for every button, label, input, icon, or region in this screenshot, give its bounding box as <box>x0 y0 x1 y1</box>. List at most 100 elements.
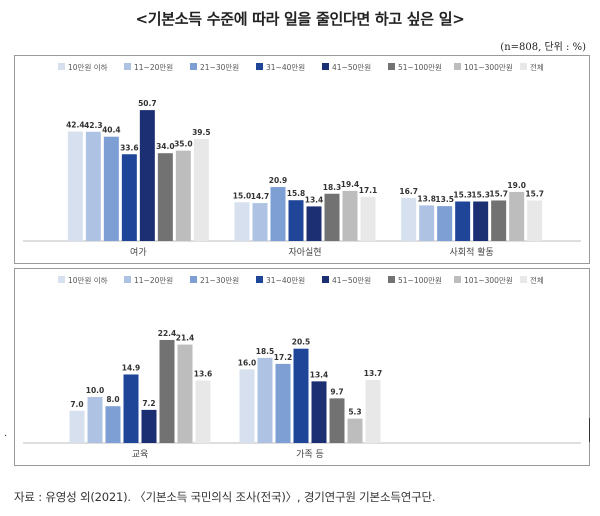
category-label: 사회적 활동 <box>450 246 494 258</box>
legend-label: 10만원 이하 <box>68 275 108 285</box>
chart-panel-2: 10만원 이하 11~20만원 21~30만원 31~40만원 41~50만원 51~10… <box>14 268 590 466</box>
unit-note: (n=808, 단위 : %) <box>500 42 586 53</box>
legend-label: 전체 <box>530 275 544 285</box>
data-label: 18.3 <box>323 183 342 192</box>
bar <box>141 409 157 443</box>
bar <box>509 191 525 241</box>
data-label: 40.4 <box>102 126 121 135</box>
data-label: 13.7 <box>364 369 383 378</box>
legend-label: 31~40만원 <box>266 63 305 72</box>
legend-label: 21~30만원 <box>200 63 239 72</box>
bar <box>177 344 193 443</box>
data-label: 15.0 <box>233 191 252 200</box>
data-label: 13.6 <box>194 369 213 378</box>
bar <box>455 201 471 241</box>
data-label: 13.4 <box>310 370 329 379</box>
bar <box>275 363 291 443</box>
chart-2-svg: 10만원 이하 11~20만원 21~30만원 31~40만원 41~50만원 51~10… <box>23 275 581 460</box>
bar <box>85 131 101 241</box>
chart-title: <기본소득 수준에 따라 일을 줄인다면 하고 싶은 일> <box>135 10 465 28</box>
legend-swatch <box>256 276 263 283</box>
bar <box>157 153 173 241</box>
bar <box>342 190 358 241</box>
bar <box>401 197 417 241</box>
bar <box>87 397 103 443</box>
bar <box>527 200 543 241</box>
data-label: 15.3 <box>471 190 490 199</box>
bar <box>175 150 191 241</box>
data-label: 9.7 <box>330 387 343 396</box>
data-label: 13.8 <box>417 194 436 203</box>
data-label: 20.9 <box>269 176 288 185</box>
data-label: 16.0 <box>238 358 257 367</box>
bar <box>103 136 119 241</box>
bar <box>329 398 345 443</box>
data-label: 34.0 <box>156 142 175 151</box>
legend-swatch <box>58 63 65 70</box>
data-label: 5.3 <box>348 408 361 417</box>
data-label: 50.7 <box>138 99 157 108</box>
legend-swatch <box>454 63 461 70</box>
legend-swatch <box>124 276 131 283</box>
legend-swatch <box>322 276 329 283</box>
data-label: 7.2 <box>142 399 155 408</box>
chart-1-svg: 10만원 이하 11~20만원 21~30만원 31~40만원 41~50만원 51~10… <box>23 62 581 258</box>
legend-label: 전체 <box>530 62 544 72</box>
margin-mark: . <box>4 428 8 439</box>
bar <box>234 202 250 241</box>
bar <box>252 203 268 241</box>
data-label: 22.4 <box>158 329 177 338</box>
data-label: 13.5 <box>435 195 454 204</box>
category-label: 여가 <box>130 246 147 258</box>
data-label: 17.1 <box>359 186 378 195</box>
bar <box>257 357 273 443</box>
category-label: 자아실현 <box>288 247 321 258</box>
bar <box>121 154 137 241</box>
legend-label: 41~50만원 <box>332 276 371 285</box>
legend-swatch <box>190 63 197 70</box>
data-label: 14.9 <box>122 363 141 372</box>
bar <box>306 206 322 241</box>
legend-label: 11~20만원 <box>134 276 173 285</box>
bar <box>139 110 155 241</box>
legend-label: 51~100만원 <box>398 63 442 72</box>
bar <box>360 196 376 241</box>
data-label: 15.7 <box>525 189 544 198</box>
bar <box>193 139 209 241</box>
legend-label: 101~300만원 <box>464 276 513 285</box>
bar <box>288 200 304 241</box>
data-label: 20.5 <box>292 338 311 347</box>
chart-panel-1: 10만원 이하 11~20만원 21~30만원 31~40만원 41~50만원 51~10… <box>14 55 590 264</box>
bar <box>473 201 489 241</box>
data-label: 19.0 <box>507 181 526 190</box>
data-label: 35.0 <box>174 140 193 149</box>
bar <box>239 369 255 443</box>
bar <box>67 131 83 241</box>
data-label: 19.4 <box>341 180 360 189</box>
data-label: 16.7 <box>399 187 418 196</box>
legend-swatch <box>322 63 329 70</box>
bar <box>293 348 309 443</box>
legend-swatch <box>388 276 395 283</box>
legend-swatch <box>124 63 131 70</box>
data-label: 42.3 <box>84 121 103 130</box>
legend-label: 11~20만원 <box>134 63 173 72</box>
bar <box>491 200 507 241</box>
legend-label: 51~100만원 <box>398 276 442 285</box>
data-label: 14.7 <box>251 192 270 201</box>
legend-swatch <box>520 63 527 70</box>
bar <box>419 205 435 241</box>
margin-line <box>589 418 590 442</box>
data-label: 15.3 <box>453 190 472 199</box>
bar <box>123 374 139 443</box>
bar <box>437 206 453 241</box>
bar <box>347 418 363 443</box>
legend-label: 41~50만원 <box>332 63 371 72</box>
legend-label: 101~300만원 <box>464 63 513 72</box>
data-label: 17.2 <box>274 353 293 362</box>
data-label: 15.8 <box>287 189 306 198</box>
legend-label: 31~40만원 <box>266 276 305 285</box>
category-label: 가족 등 <box>296 449 324 460</box>
bar <box>270 187 286 241</box>
legend-swatch <box>190 276 197 283</box>
